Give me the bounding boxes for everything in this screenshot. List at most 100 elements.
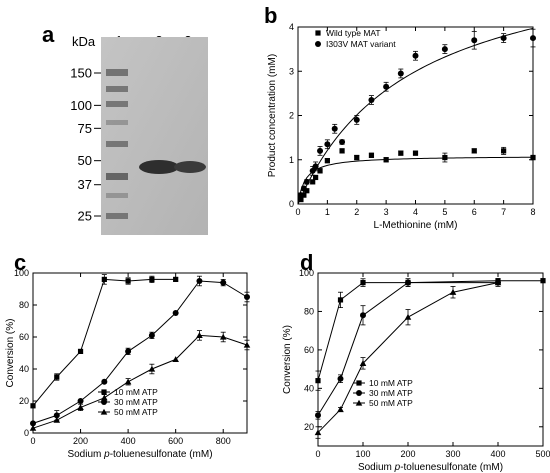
data-point [196, 332, 203, 338]
legend-entry: 30 mM ATP [369, 388, 413, 398]
y-tick-label: 40 [304, 383, 314, 393]
y-axis-title: Product concentration (mM) [267, 54, 278, 177]
y-tick-label: 20 [304, 422, 314, 432]
series-circle [297, 27, 536, 205]
data-point [405, 279, 411, 286]
gel-ladder-band [106, 120, 128, 125]
legend-marker [100, 408, 108, 415]
data-point [339, 139, 346, 146]
series-square [297, 146, 536, 205]
data-point [101, 378, 108, 385]
y-tick-label: 40 [19, 364, 29, 374]
gel-ladder-band [106, 213, 128, 219]
panel-d-letter: d [300, 250, 313, 275]
legend-entry: Wild type MAT [326, 28, 381, 38]
data-point [313, 174, 319, 181]
data-point [315, 412, 321, 419]
y-tick-label: 60 [304, 345, 314, 355]
data-point [309, 167, 316, 174]
y-tick-label: 0 [24, 428, 29, 438]
data-point [412, 150, 419, 156]
data-point [530, 35, 536, 42]
y-tick-label: 80 [304, 306, 314, 316]
x-tick-label: 6 [472, 207, 477, 217]
data-point [315, 378, 321, 384]
legend-marker [101, 389, 107, 395]
data-point [337, 375, 344, 382]
data-point [124, 378, 132, 385]
data-point [172, 310, 179, 316]
data-point [354, 154, 360, 161]
data-point [530, 154, 536, 161]
data-point [441, 46, 448, 53]
x-axis-title: L-Methionine (mM) [374, 220, 458, 231]
data-point [360, 312, 366, 319]
y-tick-label: 20 [19, 396, 29, 406]
legend-entry: 10 mM ATP [369, 378, 413, 388]
panel-b: b 0 1 2 3 4 5 6 7 8 0 1 2 3 4 L-Methionine (mM) Product… [264, 3, 536, 231]
data-point [359, 360, 367, 366]
data-point [324, 158, 330, 164]
y-tick-label: 100 [14, 268, 29, 278]
data-point [243, 341, 251, 348]
data-point [337, 406, 344, 413]
x-axis-title-part: Sodium [67, 449, 104, 460]
gel-ladder-band [106, 141, 128, 147]
x-tick-label: 800 [216, 436, 231, 446]
series-line [317, 282, 499, 433]
y-tick-label: 4 [289, 22, 294, 32]
legend-marker [356, 380, 362, 386]
series-triangle [314, 278, 502, 439]
series-triangle [29, 330, 251, 431]
data-point [54, 374, 60, 380]
data-point [196, 278, 203, 284]
x-axis-title-part: -toluenesulfonate (mM) [110, 449, 213, 460]
data-point [29, 424, 37, 431]
y-tick-label: 80 [19, 300, 29, 310]
y-tick-label: 3 [289, 66, 294, 76]
x-tick-label: 2 [354, 207, 359, 217]
data-point [383, 157, 389, 163]
data-point [173, 276, 179, 282]
y-tick-label: 1 [289, 155, 294, 165]
x-tick-label: 200 [73, 436, 88, 446]
data-point [101, 276, 107, 282]
gel-marker-label: 75 [78, 121, 92, 136]
data-point [310, 179, 316, 185]
x-axis-title-part: Sodium [358, 462, 395, 473]
legend-marker [315, 30, 321, 36]
data-point [412, 52, 419, 59]
data-point [337, 297, 344, 303]
gel-marker-label: 50 [78, 153, 92, 168]
data-point [30, 403, 36, 409]
series-line [317, 280, 543, 381]
gel-marker-label: 100 [70, 98, 92, 113]
gel-image [101, 37, 208, 235]
x-tick-label: 3 [384, 207, 389, 217]
data-point [442, 154, 448, 161]
data-point [53, 412, 60, 419]
data-point [219, 333, 227, 340]
legend-entry: 50 mM ATP [369, 398, 413, 408]
plot-frame [32, 272, 248, 434]
legend-marker [315, 41, 321, 47]
gel-marker-labels: 150 100 75 50 37 25 [70, 66, 101, 224]
gel-ladder-band [106, 69, 128, 76]
legend-entry: 30 mM ATP [114, 397, 158, 407]
data-point [148, 365, 156, 372]
data-point [303, 178, 310, 185]
fit-curve [297, 156, 534, 205]
y-tick-label: 60 [19, 332, 29, 342]
x-tick-label: 0 [295, 207, 300, 217]
x-tick-label: 0 [30, 436, 35, 446]
x-tick-label: 600 [168, 436, 183, 446]
x-tick-label: 200 [400, 449, 415, 459]
gel-sample-band-lane-2 [139, 160, 179, 174]
data-point [383, 83, 390, 90]
data-point [30, 420, 36, 427]
data-point [449, 288, 457, 295]
gel-marker-label: 150 [70, 66, 92, 81]
